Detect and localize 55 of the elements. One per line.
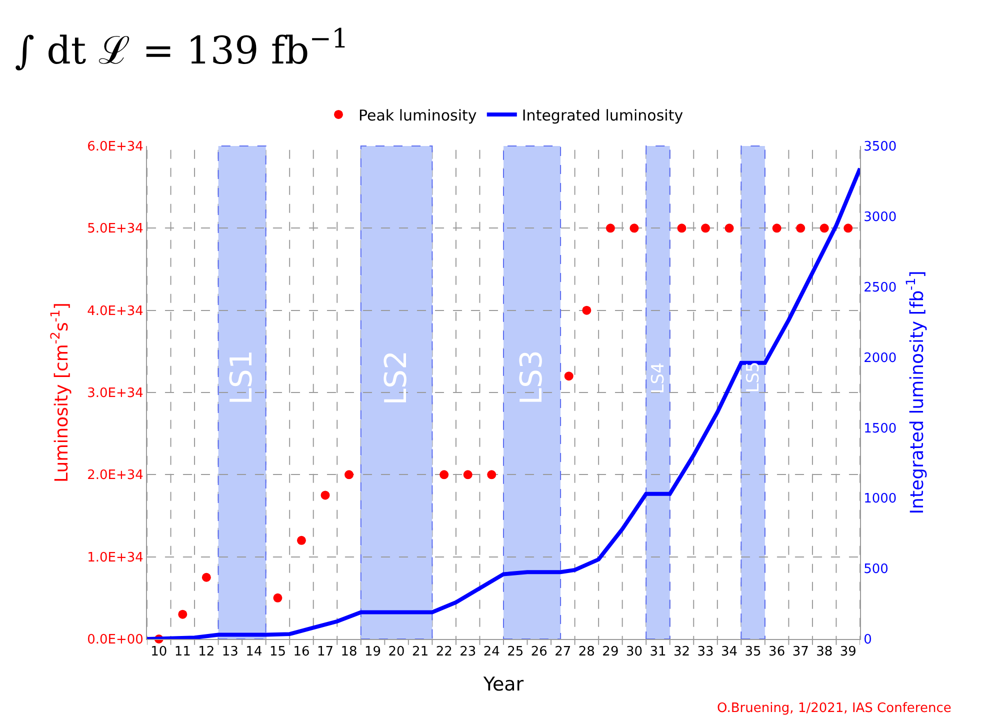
x-tick-label: 35 — [744, 644, 762, 660]
x-tick-label: 20 — [388, 644, 405, 660]
x-tick-label: 12 — [198, 644, 215, 660]
text: O.Bruening, 1/2021, IAS Conference — [717, 701, 952, 716]
x-tick-label: 22 — [436, 644, 452, 660]
x-tick-label: 18 — [340, 644, 358, 660]
x-tick-label: 27 — [554, 644, 572, 660]
x-tick-label: 28 — [578, 644, 595, 660]
x-tick-label: 33 — [697, 644, 714, 660]
x-tick-label: 32 — [673, 644, 690, 660]
x-axis-title: Year — [482, 673, 524, 696]
x-tick-label: 21 — [412, 644, 429, 660]
x-tick-label: 26 — [530, 644, 548, 660]
x-tick-label: 38 — [816, 644, 833, 660]
band-label: LS2 — [378, 350, 414, 406]
y2-tick-label: 0 — [864, 632, 872, 648]
chart-title: ∫ dt ℒ = 139 fb$^{−1}$ — [14, 24, 348, 72]
y2-tick-label: 1500 — [864, 421, 897, 436]
x-tick-label: 37 — [792, 644, 809, 660]
x-tick-label: 14 — [246, 644, 262, 660]
x-tick-label: 16 — [293, 644, 310, 660]
y2-tick-label: 2000 — [864, 350, 897, 366]
x-tick-label: 36 — [768, 644, 786, 660]
y-tick-label: 2.0E+34 — [87, 468, 144, 484]
band-label: LS4 — [648, 362, 668, 394]
legend-label: Peak luminosity — [358, 106, 477, 124]
x-tick-label: 10 — [150, 644, 168, 660]
x-tick-label: 30 — [626, 644, 642, 660]
x-tick-label: 39 — [840, 644, 856, 660]
band-label: LS5 — [743, 362, 764, 393]
band-label: LS1 — [224, 350, 260, 405]
legend-label: Integrated luminosity — [522, 106, 684, 124]
x-tick-label: 15 — [269, 644, 286, 660]
x-tick-label: 17 — [316, 644, 334, 660]
x-tick-label: 13 — [222, 644, 238, 660]
y-tick-label: 1.0E+34 — [87, 550, 144, 566]
y-tick-label: 5.0E+34 — [87, 222, 144, 237]
y-tick-label: 0.0E+00 — [87, 632, 144, 648]
x-tick-label: 19 — [364, 644, 382, 660]
x-tick-label: 24 — [483, 644, 500, 660]
band-label: LS3 — [514, 350, 550, 405]
y2-tick-label: 500 — [864, 562, 888, 578]
y2-tick-label: 2500 — [864, 280, 897, 296]
y-tick-label: 4.0E+34 — [87, 304, 144, 319]
x-tick-label: 34 — [721, 644, 738, 660]
y2-tick-label: 3500 — [864, 140, 897, 155]
x-tick-label: 25 — [507, 644, 524, 660]
y2-tick-label: 1000 — [864, 492, 897, 507]
x-tick-label: 23 — [460, 644, 476, 660]
y-tick-label: 6.0E+34 — [87, 140, 144, 155]
y-tick-label: 3.0E+34 — [87, 386, 144, 402]
x-tick-label: 11 — [174, 644, 191, 660]
x-tick-label: 29 — [602, 644, 619, 660]
x-tick-label: 31 — [650, 644, 666, 660]
y2-tick-label: 3000 — [864, 210, 897, 225]
